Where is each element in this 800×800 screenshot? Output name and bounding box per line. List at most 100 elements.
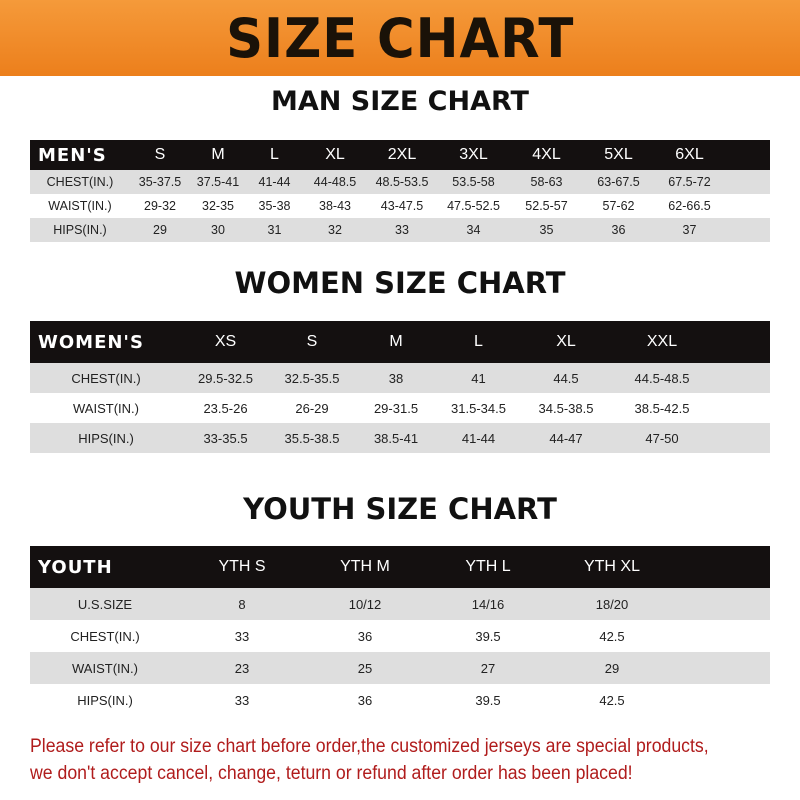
row-label: HIPS(IN.)	[77, 692, 133, 708]
row-label: WAIST(IN.)	[73, 400, 139, 416]
women-size-table: WOMEN'S XS S M L XL XXL CHEST(IN.) 29.5-32.5 32.5…	[30, 321, 770, 453]
table-header-row: YOUTH YTH S YTH M YTH L YTH XL	[30, 546, 770, 588]
table-cell: 2XL	[387, 146, 417, 163]
table-cell: 33	[234, 628, 250, 644]
table-cell: 44.5	[553, 370, 579, 386]
row-label: U.S.SIZE	[77, 596, 133, 612]
table-cell: 62-66.5	[668, 199, 711, 213]
table-cell: L	[270, 146, 279, 163]
table-row: HIPS(IN.) 33 36 39.5 42.5	[30, 684, 770, 716]
table-cell: 63-67.5	[597, 175, 640, 189]
table-cell: XS	[214, 333, 237, 350]
table-header-row: WOMEN'S XS S M L XL XXL	[30, 321, 770, 363]
table-cell: XL	[325, 146, 345, 163]
table-cell: 6XL	[675, 146, 704, 163]
table-cell: 32.5-35.5	[284, 370, 340, 386]
table-cell: 32-35	[202, 199, 234, 213]
table-cell: YTH XL	[583, 558, 640, 575]
table-cell: 35	[539, 223, 554, 237]
youth-title: YOUTH SIZE CHART	[243, 492, 557, 526]
table-cell: 8	[238, 596, 246, 612]
table-cell: 10/12	[348, 596, 382, 612]
row-label: WOMEN'S	[38, 331, 144, 353]
table-cell: 23.5-26	[203, 400, 248, 416]
table-cell: 29.5-32.5	[198, 370, 253, 386]
table-cell: 38	[388, 370, 404, 386]
table-row: WAIST(IN.) 23.5-26 26-29 29-31.5 31.5-34.5 34…	[30, 393, 770, 423]
table-cell: 29	[153, 223, 167, 237]
table-cell: 41	[471, 370, 486, 386]
table-row: CHEST(IN.) 33 36 39.5 42.5	[30, 620, 770, 652]
table-cell: 35-38	[258, 199, 291, 213]
table-cell: 47.5-52.5	[447, 199, 500, 213]
table-cell: 33	[395, 223, 409, 237]
table-cell: 43-47.5	[380, 199, 424, 213]
youth-size-table: YOUTH YTH S YTH M YTH L YTH XL U.S.SIZE 8 10/12…	[30, 546, 770, 716]
table-cell: 18/20	[595, 596, 629, 612]
table-cell: S	[306, 333, 318, 350]
table-cell: 44.5-48.5	[634, 370, 690, 386]
row-label: HIPS(IN.)	[53, 223, 107, 237]
table-row: U.S.SIZE 8 10/12 14/16 18/20	[30, 588, 770, 620]
table-cell: 34	[466, 223, 481, 237]
table-cell: 57-62	[602, 199, 635, 213]
table-cell: 52.5-57	[525, 199, 568, 213]
table-header-row: MEN'S S M L XL 2XL 3XL 4XL 5XL 6XL	[30, 140, 770, 170]
table-cell: 44-47	[549, 430, 583, 446]
table-cell: 35-37.5	[138, 175, 182, 189]
notice: Please refer to our size chart before or…	[30, 733, 737, 787]
row-label: CHEST(IN.)	[46, 175, 114, 189]
table-cell: 36	[611, 223, 626, 237]
row-label: MEN'S	[38, 144, 107, 166]
men-size-table: MEN'S S M L XL 2XL 3XL 4XL 5XL 6XL CHEST(IN.) 35-37…	[30, 140, 770, 242]
table-cell: 31	[267, 223, 282, 237]
table-cell: 33-35.5	[203, 430, 248, 446]
table-cell: 39.5	[475, 628, 501, 644]
table-cell: YTH M	[340, 558, 390, 575]
table-cell: 14/16	[471, 596, 505, 612]
table-cell: 48.5-53.5	[375, 175, 429, 189]
table-cell: 58-63	[530, 175, 563, 189]
table-cell: 38.5-42.5	[634, 400, 690, 416]
table-cell: L	[474, 333, 483, 350]
table-cell: 3XL	[459, 146, 488, 163]
table-cell: XL	[556, 333, 576, 350]
table-cell: 29-31.5	[373, 400, 419, 416]
table-row: WAIST(IN.) 29-32 32-35 35-38 38-43 43-47.5 47.…	[30, 194, 770, 218]
table-cell: 39.5	[475, 692, 501, 708]
men-title: MAN SIZE CHART	[271, 86, 529, 117]
table-cell: 38-43	[319, 199, 351, 213]
table-cell: YTH S	[218, 558, 266, 575]
table-cell: 29-32	[144, 199, 176, 213]
table-row: CHEST(IN.) 35-37.5 37.5-41 41-44 44-48.5 48.5…	[30, 170, 770, 194]
notice-line-2: we don't accept cancel, change, teturn o…	[30, 763, 633, 784]
table-cell: 27	[480, 660, 496, 676]
row-label: YOUTH	[38, 556, 113, 578]
table-row: WAIST(IN.) 23 25 27 29	[30, 652, 770, 684]
table-cell: M	[211, 146, 225, 163]
row-label: CHEST(IN.)	[70, 628, 140, 644]
table-cell: 44-48.5	[313, 175, 357, 189]
table-cell: M	[389, 333, 403, 350]
notice-line-1: Please refer to our size chart before or…	[30, 736, 709, 757]
table-cell: 26-29	[295, 400, 329, 416]
table-row: HIPS(IN.) 33-35.5 35.5-38.5 38.5-41 41-44 44-…	[30, 423, 770, 453]
table-cell: 41-44	[461, 430, 496, 446]
table-cell: YTH L	[465, 558, 511, 575]
table-cell: 35.5-38.5	[284, 430, 340, 446]
table-cell: 41-44	[258, 175, 291, 189]
table-cell: XXL	[646, 333, 678, 350]
table-cell: 33	[234, 692, 250, 708]
banner: SIZE CHART	[0, 0, 800, 76]
table-cell: 38.5-41	[373, 430, 419, 446]
women-title: WOMEN SIZE CHART	[234, 266, 566, 300]
table-cell: 37.5-41	[196, 175, 240, 189]
table-cell: 31.5-34.5	[451, 400, 506, 416]
table-cell: 37	[682, 223, 697, 237]
table-cell: 47-50	[645, 430, 679, 446]
table-cell: 23	[234, 660, 250, 676]
table-cell: 42.5	[599, 628, 625, 644]
table-cell: 30	[211, 223, 225, 237]
row-label: HIPS(IN.)	[78, 430, 134, 446]
row-label: WAIST(IN.)	[48, 199, 112, 213]
